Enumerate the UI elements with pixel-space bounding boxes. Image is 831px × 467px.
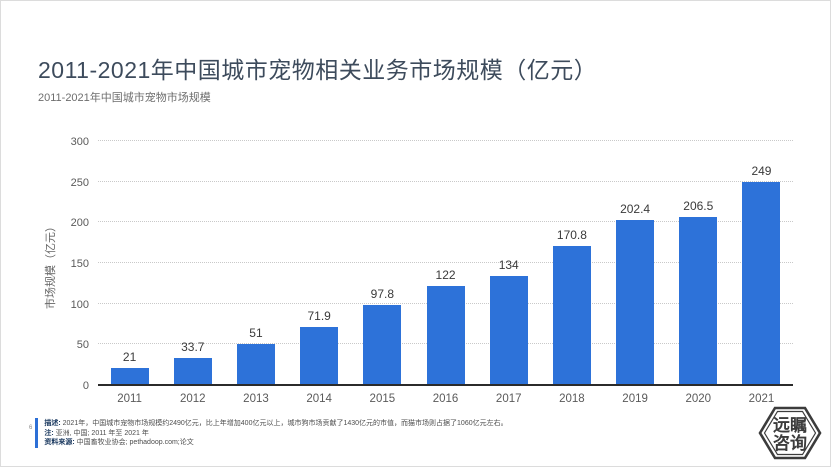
bar-2021: 249 (742, 164, 781, 385)
x-tick-label: 2018 (559, 393, 585, 405)
bar-2011: 21 (110, 350, 149, 385)
footer-note-label: 注: (44, 429, 54, 437)
y-tick-label: 300 (70, 136, 89, 148)
footer-lines: 描述: 2021年，中国城市宠物市场规模约2490亿元，比上年增加400亿元以上… (44, 418, 507, 448)
bar-column: 71.9 2014 (288, 141, 351, 413)
bar-column: 51 2013 (224, 141, 287, 413)
bar-value-label: 33.7 (181, 339, 205, 354)
footer: 6 描述: 2021年，中国城市宠物市场规模约2490亿元，比上年增加400亿元… (29, 418, 508, 448)
x-tick-label: 2017 (495, 393, 522, 405)
bar-columns: 21 2011 33.7 2012 51 2013 71.9 2014 97.8 2015 122 2… (98, 141, 793, 413)
bar-value-label: 21 (122, 349, 137, 364)
bar-area: 206.5 (667, 141, 730, 385)
bar-area: 97.8 (351, 141, 414, 385)
bar-area: 51 (224, 141, 287, 385)
bar-2019: 202.4 (616, 202, 655, 385)
y-tick-label: 50 (76, 339, 89, 352)
y-tick-label: 150 (70, 258, 89, 270)
footer-note: 注: 亚洲, 中国; 2011 年至 2021 年 (44, 429, 507, 439)
bar-value-label: 134 (498, 258, 519, 273)
bar-column: 249 2021 (730, 141, 793, 413)
bar-area: 71.9 (288, 141, 351, 385)
bar-value-label: 202.4 (620, 202, 651, 217)
footer-accent-bar (35, 418, 39, 448)
x-tick-label: 2013 (243, 393, 269, 405)
bar-value-label: 206.5 (683, 199, 714, 214)
page-number: 6 (29, 425, 33, 431)
bar-value-label: 170.8 (556, 228, 587, 243)
bar-column: 170.8 2018 (540, 141, 603, 413)
x-tick-label: 2016 (432, 393, 459, 405)
y-axis-ticks: 0 50 100 150 200 250 300 (31, 136, 89, 392)
bar-2016: 122 (426, 268, 465, 385)
seal-text-line1: 远瞩 (773, 416, 807, 435)
gridline (98, 180, 793, 182)
footer-description-label: 描述: (44, 420, 61, 427)
x-tick-label: 2019 (622, 393, 648, 405)
bar-2020: 206.5 (679, 199, 718, 385)
x-tick-label: 2020 (685, 393, 712, 405)
seal-text-line2: 咨询 (773, 433, 807, 453)
footer-description: 描述: 2021年，中国城市宠物市场规模约2490亿元，比上年增加400亿元以上… (44, 419, 507, 429)
footer-source: 资料来源: 中国畜牧业协会; pethadoop.com;论文 (44, 438, 507, 448)
gridline (98, 140, 793, 141)
footer-source-label: 资料来源: (44, 439, 75, 446)
bar-area: 33.7 (161, 141, 224, 385)
x-tick-label: 2011 (117, 393, 142, 405)
gridline (98, 262, 793, 263)
bar-value-label: 97.8 (370, 287, 395, 302)
bar-column: 206.5 2020 (667, 141, 730, 413)
bar-area: 134 (477, 141, 540, 385)
bar-area: 202.4 (604, 141, 667, 385)
y-tick-label: 250 (70, 176, 89, 189)
bar-2017: 134 (489, 258, 528, 385)
footer-description-text: 2021年，中国城市宠物市场规模约2490亿元，比上年增加400亿元以上，城市狗… (62, 420, 508, 427)
bar-column: 33.7 2012 (161, 141, 224, 413)
bar-area: 249 (730, 141, 793, 385)
x-tick-label: 2014 (306, 393, 332, 405)
footer-source-text: 中国畜牧业协会; pethadoop.com;论文 (76, 439, 194, 446)
x-tick-label: 2012 (179, 393, 206, 405)
chart-title: 2011-2021年中国城市宠物相关业务市场规模（亿元） (38, 57, 598, 83)
company-seal-logo: 远瞩 咨询 (758, 406, 822, 460)
bar-area: 122 (414, 141, 477, 385)
bar-value-label: 51 (249, 325, 263, 340)
bar-2012: 33.7 (173, 340, 212, 385)
bar-column: 202.4 2019 (604, 141, 667, 413)
gridline (98, 221, 793, 223)
bar-2018: 170.8 (552, 228, 591, 385)
x-tick-label: 2021 (748, 393, 775, 405)
bar-column: 97.8 2015 (351, 141, 414, 413)
y-tick-label: 0 (82, 380, 89, 392)
y-tick-label: 100 (70, 298, 89, 311)
bar-column: 122 2016 (414, 141, 477, 413)
bar-value-label: 71.9 (307, 308, 331, 323)
bar-2014: 71.9 (300, 309, 339, 385)
bar-2015: 97.8 (363, 287, 402, 385)
x-axis-line (98, 384, 793, 386)
bar-value-label: 249 (751, 164, 772, 179)
footer-note-text: 亚洲, 中国; 2011 年至 2021 年 (55, 429, 149, 437)
bar-column: 134 2017 (477, 141, 540, 413)
bar-2013: 51 (236, 326, 275, 385)
y-tick-label: 200 (70, 217, 89, 230)
chart-subtitle: 2011-2021年中国城市宠物市场规模 (38, 92, 211, 104)
bar-column: 21 2011 (98, 141, 161, 413)
bar-value-label: 122 (435, 267, 456, 282)
x-tick-label: 2015 (369, 393, 396, 405)
bar-area: 21 (98, 141, 161, 385)
bar-area: 170.8 (540, 141, 603, 385)
